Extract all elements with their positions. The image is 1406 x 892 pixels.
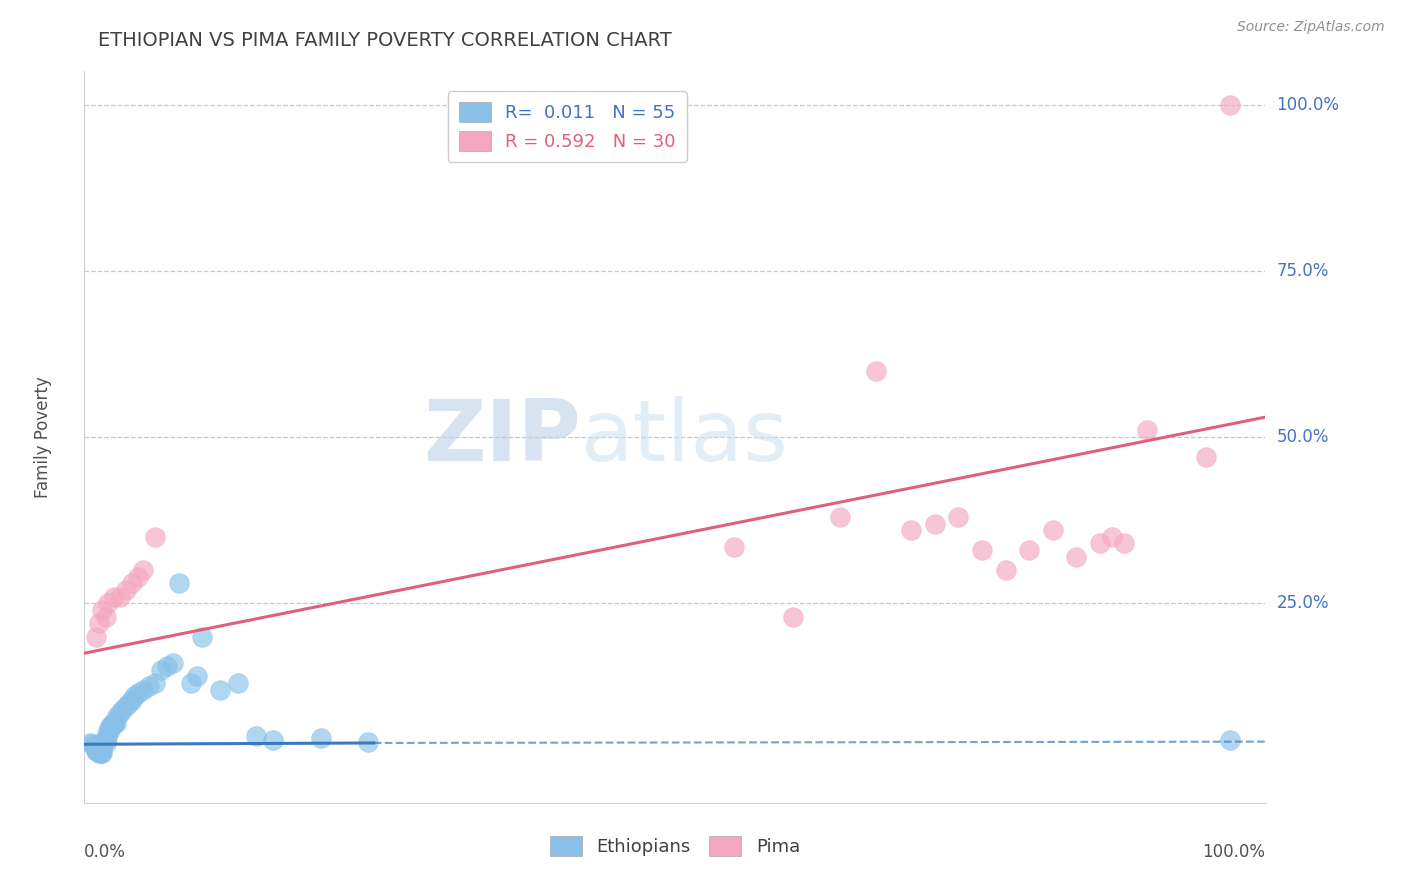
Point bbox=[107, 709, 129, 723]
Point bbox=[91, 737, 114, 751]
Point bbox=[143, 530, 166, 544]
Point bbox=[162, 656, 184, 670]
Point bbox=[1112, 536, 1135, 550]
Point bbox=[98, 719, 121, 733]
Point bbox=[357, 734, 380, 748]
Point bbox=[91, 734, 114, 748]
Point bbox=[1066, 549, 1088, 564]
Text: 100.0%: 100.0% bbox=[1202, 843, 1265, 861]
Point bbox=[830, 509, 852, 524]
Point bbox=[103, 714, 125, 729]
Point bbox=[84, 741, 107, 756]
Point bbox=[156, 659, 179, 673]
Point bbox=[1018, 543, 1040, 558]
Point bbox=[150, 663, 173, 677]
Point bbox=[191, 630, 214, 644]
Point bbox=[900, 523, 922, 537]
Point bbox=[98, 723, 121, 737]
Point bbox=[94, 736, 117, 750]
Point bbox=[180, 676, 202, 690]
Text: Family Poverty: Family Poverty bbox=[34, 376, 52, 498]
Point bbox=[91, 742, 114, 756]
Point bbox=[91, 739, 114, 754]
Point bbox=[1101, 530, 1123, 544]
Point bbox=[86, 742, 108, 756]
Point bbox=[91, 746, 114, 760]
Text: atlas: atlas bbox=[581, 395, 789, 479]
Point bbox=[97, 726, 120, 740]
Point bbox=[948, 509, 970, 524]
Point bbox=[90, 746, 112, 760]
Point bbox=[209, 682, 232, 697]
Point bbox=[79, 736, 101, 750]
Point bbox=[138, 680, 160, 694]
Point bbox=[186, 669, 208, 683]
Point bbox=[94, 609, 117, 624]
Point bbox=[83, 739, 105, 754]
Text: 25.0%: 25.0% bbox=[1277, 594, 1329, 612]
Text: 75.0%: 75.0% bbox=[1277, 262, 1329, 280]
Point bbox=[121, 692, 143, 706]
Point bbox=[245, 729, 267, 743]
Point bbox=[118, 696, 141, 710]
Point bbox=[84, 742, 107, 756]
Text: ETHIOPIAN VS PIMA FAMILY POVERTY CORRELATION CHART: ETHIOPIAN VS PIMA FAMILY POVERTY CORRELA… bbox=[98, 31, 672, 50]
Legend: Ethiopians, Pima: Ethiopians, Pima bbox=[543, 829, 807, 863]
Point bbox=[865, 363, 887, 377]
Point bbox=[994, 563, 1017, 577]
Point bbox=[91, 603, 114, 617]
Point bbox=[90, 742, 112, 756]
Point bbox=[96, 731, 118, 745]
Point bbox=[111, 703, 134, 717]
Point bbox=[924, 516, 946, 531]
Point bbox=[82, 737, 104, 751]
Point bbox=[132, 682, 155, 697]
Point bbox=[970, 543, 993, 558]
Point bbox=[84, 630, 107, 644]
Point bbox=[226, 676, 249, 690]
Point bbox=[93, 732, 115, 747]
Text: 0.0%: 0.0% bbox=[84, 843, 127, 861]
Point bbox=[100, 717, 122, 731]
Point bbox=[97, 596, 120, 610]
Point bbox=[1136, 424, 1159, 438]
Point bbox=[1219, 97, 1241, 112]
Point bbox=[87, 746, 110, 760]
Point bbox=[89, 744, 111, 758]
Point bbox=[114, 699, 136, 714]
Text: Source: ZipAtlas.com: Source: ZipAtlas.com bbox=[1237, 20, 1385, 34]
Point bbox=[87, 744, 110, 758]
Point bbox=[103, 590, 125, 604]
Point bbox=[1088, 536, 1111, 550]
Point bbox=[84, 739, 107, 754]
Point bbox=[1195, 450, 1218, 464]
Point bbox=[97, 723, 120, 737]
Point bbox=[89, 746, 111, 760]
Point bbox=[84, 744, 107, 758]
Point bbox=[132, 563, 155, 577]
Text: ZIP: ZIP bbox=[423, 395, 581, 479]
Point bbox=[87, 616, 110, 631]
Point bbox=[121, 576, 143, 591]
Point bbox=[723, 540, 745, 554]
Point bbox=[143, 676, 166, 690]
Point bbox=[105, 716, 128, 731]
Point bbox=[108, 706, 131, 720]
Point bbox=[782, 609, 804, 624]
Point bbox=[108, 590, 131, 604]
Point bbox=[114, 582, 136, 597]
Point bbox=[122, 690, 145, 704]
Point bbox=[127, 686, 149, 700]
Point bbox=[167, 576, 190, 591]
Point bbox=[1042, 523, 1064, 537]
Point bbox=[103, 717, 125, 731]
Point bbox=[1219, 732, 1241, 747]
Text: 50.0%: 50.0% bbox=[1277, 428, 1329, 446]
Point bbox=[127, 570, 149, 584]
Point bbox=[262, 732, 284, 747]
Point bbox=[309, 731, 332, 745]
Text: 100.0%: 100.0% bbox=[1277, 95, 1340, 113]
